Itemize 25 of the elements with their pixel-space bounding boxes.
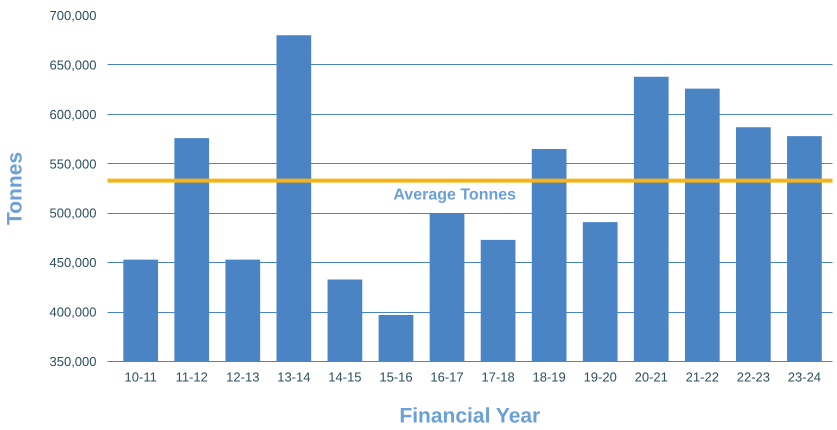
x-tick-label: 22-23: [736, 370, 770, 384]
x-tick-label: 17-18: [481, 370, 515, 384]
y-axis-title: Tonnes: [4, 152, 27, 226]
ref-line-label: Average Tonnes: [393, 186, 516, 204]
x-tick-label: 16-17: [430, 370, 464, 384]
x-tick-label: 15-16: [379, 370, 413, 384]
y-tick-label: 700,000: [50, 8, 97, 23]
x-tick-label: 13-14: [277, 370, 310, 384]
x-axis-title: Financial Year: [399, 404, 540, 428]
y-tick-label: 600,000: [50, 106, 97, 122]
y-tick-label: 350,000: [50, 354, 97, 369]
x-tick-label: 20-21: [634, 370, 668, 384]
y-tick-label: 400,000: [50, 304, 97, 320]
x-tick-label: 12-13: [226, 370, 260, 384]
x-tick-label: 23-24: [788, 370, 822, 384]
y-tick-label: 550,000: [50, 156, 97, 172]
x-tick-label: 18-19: [532, 370, 566, 384]
x-tick-label: 19-20: [584, 370, 617, 384]
y-tick-label: 450,000: [50, 255, 97, 270]
y-tick-label: 500,000: [50, 206, 97, 221]
x-tick-label: 21-22: [686, 370, 719, 384]
x-tick-label: 14-15: [328, 370, 362, 384]
x-tick-label: 11-12: [176, 370, 208, 384]
y-tick-label: 650,000: [50, 57, 97, 72]
x-tick-label: 10-11: [124, 370, 157, 384]
